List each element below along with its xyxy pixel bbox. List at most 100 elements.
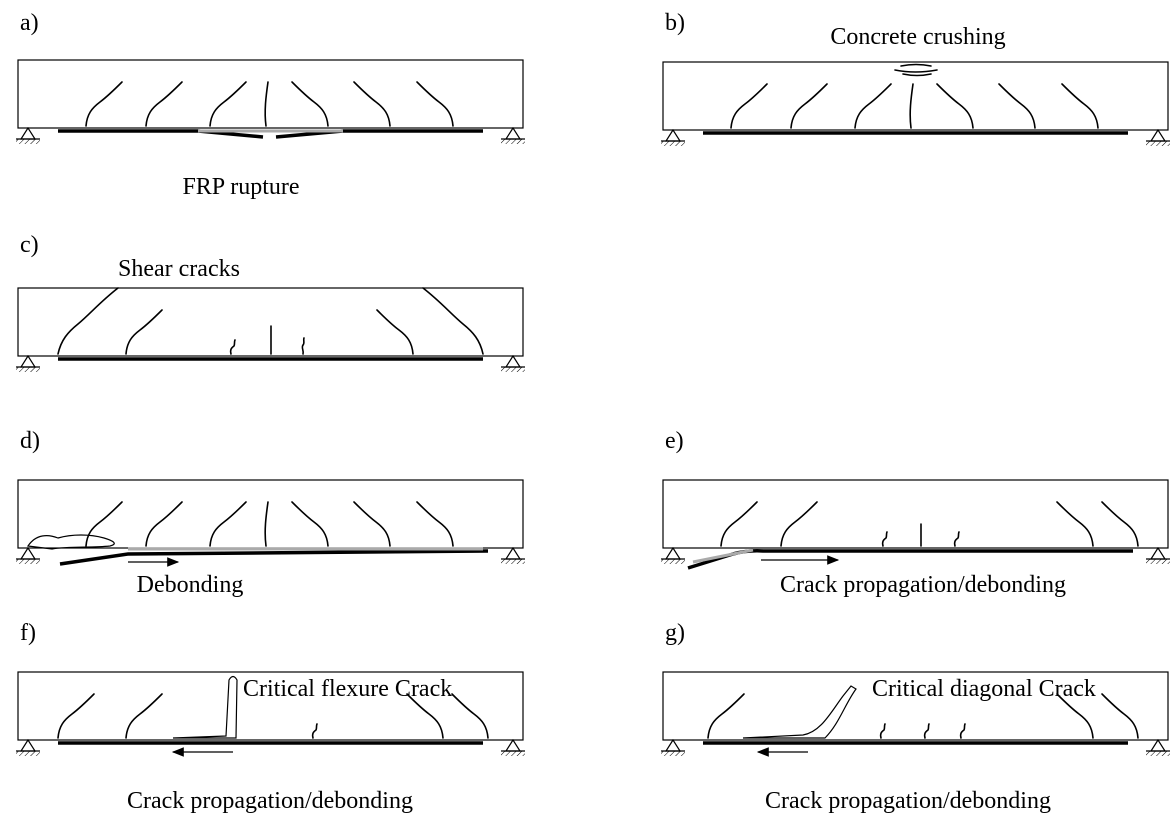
crack	[721, 502, 757, 546]
caption: Crack propagation/debonding	[127, 788, 413, 814]
crack	[901, 65, 931, 67]
ground	[1146, 559, 1170, 564]
crack	[999, 84, 1035, 128]
crack	[146, 82, 182, 126]
ground	[501, 139, 525, 144]
support	[1151, 548, 1165, 559]
support	[1151, 740, 1165, 751]
crack	[883, 532, 887, 546]
diagram: a) FRP rupture b) Concrete crushing c) S…	[0, 0, 1172, 818]
crack	[781, 502, 817, 546]
crack	[937, 84, 973, 128]
ground	[16, 751, 40, 756]
crack	[731, 84, 767, 128]
page: {"panels": [ {"label": "a)", "caption": …	[0, 0, 1172, 818]
crack	[292, 502, 328, 546]
crack	[955, 532, 959, 546]
beam-group	[16, 60, 525, 144]
panel-label: g)	[665, 620, 685, 646]
ground	[661, 141, 685, 146]
crack	[58, 288, 118, 354]
caption: Shear cracks	[118, 256, 240, 282]
ground	[501, 751, 525, 756]
crack	[1057, 502, 1093, 546]
beam-group	[16, 288, 525, 372]
ground	[16, 139, 40, 144]
crack	[881, 724, 885, 738]
outline	[173, 677, 237, 739]
support	[666, 548, 680, 559]
panel-label: d)	[20, 428, 40, 454]
crack	[86, 82, 122, 126]
crack	[910, 84, 913, 128]
crack	[417, 502, 453, 546]
panel-label: b)	[665, 10, 685, 36]
frp-plate	[688, 551, 1133, 568]
crack	[791, 84, 827, 128]
crack	[1102, 694, 1138, 738]
debonded-zone	[693, 550, 753, 562]
ground	[1146, 751, 1170, 756]
outline	[28, 535, 114, 549]
crack	[1062, 84, 1098, 128]
support	[666, 130, 680, 141]
crack	[210, 502, 246, 546]
crack	[265, 82, 268, 126]
crack	[265, 502, 268, 546]
crack	[708, 694, 744, 738]
crack	[126, 694, 162, 738]
crack	[452, 694, 488, 738]
crack	[354, 82, 390, 126]
crack	[1102, 502, 1138, 546]
frp-plate	[60, 551, 488, 564]
crack	[354, 502, 390, 546]
panel-label: a)	[20, 10, 39, 36]
crack	[925, 724, 929, 738]
crack	[126, 310, 162, 354]
crack	[417, 82, 453, 126]
crack	[146, 502, 182, 546]
crack	[86, 502, 122, 546]
caption: Crack propagation/debonding	[765, 788, 1051, 814]
support	[506, 356, 520, 367]
beam	[18, 480, 523, 548]
ground	[1146, 141, 1170, 146]
ground	[501, 559, 525, 564]
outline	[743, 686, 856, 738]
crack	[855, 84, 891, 128]
panel-label: c)	[20, 232, 39, 258]
annotation: Critical flexure Crack	[243, 676, 452, 702]
support	[506, 128, 520, 139]
caption: Debonding	[137, 572, 244, 598]
caption: Crack propagation/debonding	[780, 572, 1066, 598]
panel-label: f)	[20, 620, 36, 646]
support	[506, 548, 520, 559]
support	[506, 740, 520, 751]
crack	[961, 724, 965, 738]
support	[21, 740, 35, 751]
crack	[58, 694, 94, 738]
crack	[231, 340, 235, 354]
support	[21, 128, 35, 139]
crack	[292, 82, 328, 126]
support	[21, 548, 35, 559]
support	[1151, 130, 1165, 141]
crack	[377, 310, 413, 354]
crack	[302, 338, 304, 354]
ground	[661, 751, 685, 756]
ground	[16, 367, 40, 372]
ground	[661, 559, 685, 564]
ground	[501, 367, 525, 372]
beam	[18, 60, 523, 128]
crack	[903, 74, 931, 76]
annotation: Critical diagonal Crack	[872, 676, 1096, 702]
beam-group	[661, 480, 1170, 568]
crack	[423, 288, 483, 354]
crack	[313, 724, 317, 738]
crack	[210, 82, 246, 126]
support	[666, 740, 680, 751]
crack	[895, 70, 937, 72]
caption: FRP rupture	[182, 174, 299, 200]
caption: Concrete crushing	[830, 24, 1005, 50]
beam-group	[16, 480, 525, 564]
